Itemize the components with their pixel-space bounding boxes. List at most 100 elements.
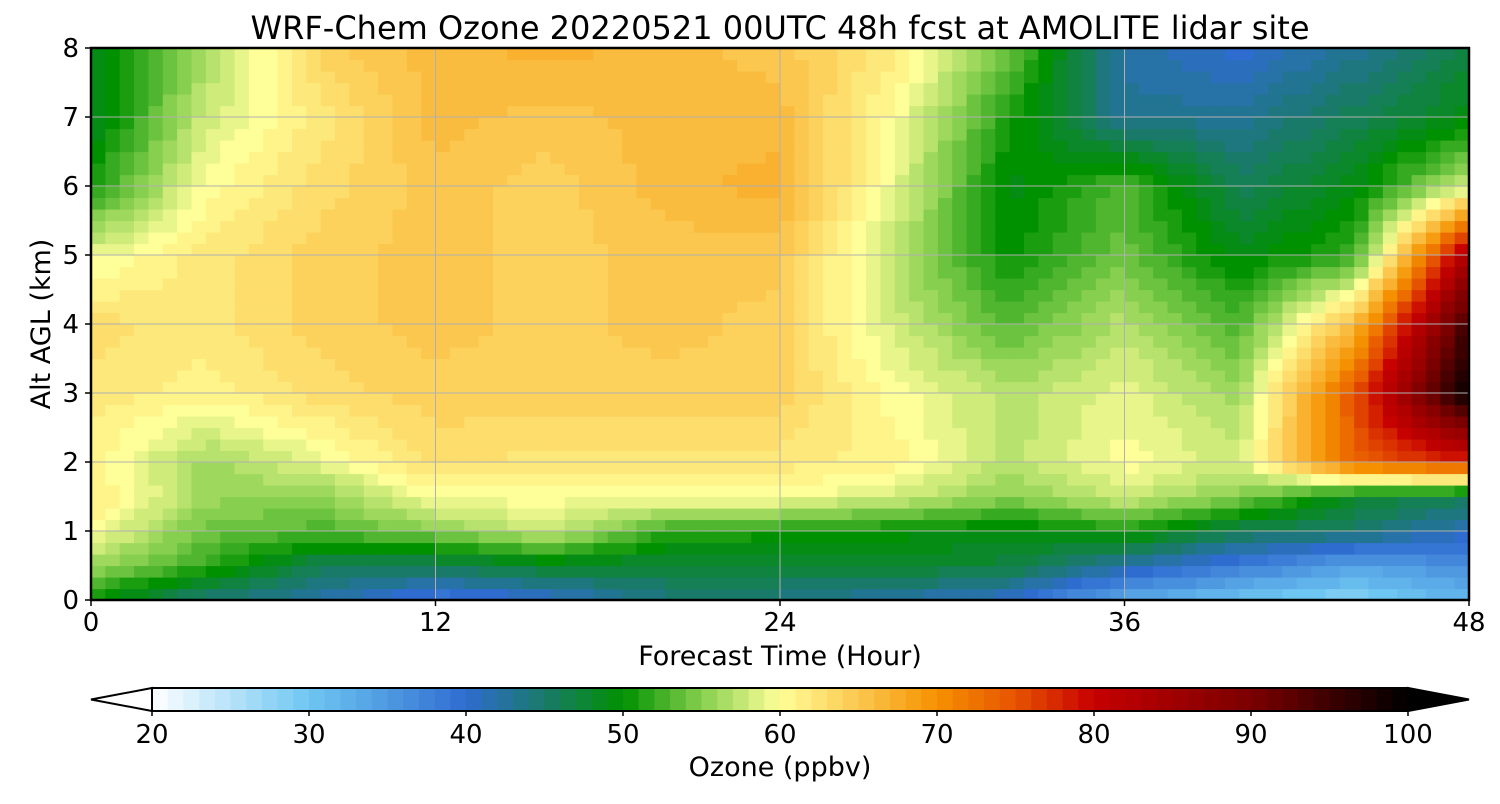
heatmap-cell [291,140,307,153]
heatmap-cell [1210,48,1226,61]
heatmap-cell [593,370,609,383]
heatmap-cell [1239,140,1255,153]
heatmap-cell [1325,393,1341,406]
heatmap-cell [1038,519,1054,532]
heatmap-cell [564,393,580,406]
heatmap-cell [751,577,767,590]
heatmap-cell [952,577,968,590]
heatmap-cell [1325,588,1341,600]
heatmap-cell [679,105,695,118]
heatmap-cell [1253,565,1269,578]
heatmap-cell [1110,496,1126,509]
heatmap-cell [1095,496,1111,509]
heatmap-cell [607,370,623,383]
heatmap-cell [736,209,752,222]
heatmap-cell [1067,197,1083,210]
heatmap-cell [421,565,437,578]
heatmap-cell [808,278,824,291]
heatmap-cell [1196,59,1212,72]
heatmap-cell [995,370,1011,383]
heatmap-cell [1368,508,1384,521]
colorbar-segment [685,688,703,711]
heatmap-cell [177,404,193,417]
heatmap-cell [1325,301,1341,314]
heatmap-cell [248,485,264,498]
heatmap-cell [148,450,164,463]
heatmap-cell [593,117,609,130]
heatmap-cell [736,232,752,245]
heatmap-cell [966,588,982,600]
heatmap-cell [679,427,695,440]
heatmap-cell [421,140,437,153]
heatmap-cell [1268,140,1283,153]
heatmap-cell [1454,209,1469,222]
heatmap-cell [1167,542,1183,555]
heatmap-cell [1239,347,1255,360]
heatmap-cell [579,48,594,61]
heatmap-cell [636,174,652,187]
heatmap-cell [894,140,910,153]
x-tick-label: 36 [1108,608,1141,638]
heatmap-cell [780,140,795,153]
heatmap-cell [1253,163,1269,176]
heatmap-cell [736,542,752,555]
heatmap-cell [1038,531,1054,544]
heatmap-cell [550,232,566,245]
heatmap-cell [837,462,853,475]
heatmap-cell [478,117,494,130]
heatmap-cell [823,393,839,406]
heatmap-cell [808,71,824,84]
heatmap-cell [1282,82,1298,95]
heatmap-cell [564,496,580,509]
heatmap-cell [320,197,336,210]
heatmap-cell [679,255,695,268]
heatmap-cell [808,312,824,325]
heatmap-cell [1325,519,1341,532]
heatmap-cell [1397,94,1413,107]
heatmap-cell [406,232,422,245]
heatmap-cell [866,324,882,337]
heatmap-cell [622,186,638,199]
heatmap-cell [1325,289,1341,302]
heatmap-cell [464,312,480,325]
heatmap-cell [966,554,982,567]
heatmap-cell [234,151,250,164]
heatmap-cell [1239,358,1255,371]
heatmap-cell [937,82,953,95]
heatmap-cell [1440,450,1456,463]
heatmap-cell [693,439,709,452]
heatmap-cell [837,151,853,164]
heatmap-cell [851,531,867,544]
heatmap-cell [980,404,996,417]
heatmap-cell [650,186,666,199]
heatmap-cell [1124,94,1140,107]
heatmap-cell [851,140,867,153]
heatmap-cell [1282,462,1298,475]
heatmap-cell [622,220,638,233]
heatmap-cell [736,243,752,256]
heatmap-cell [521,289,537,302]
heatmap-cell [320,542,336,555]
heatmap-cell [894,324,910,337]
heatmap-cell [1124,209,1140,222]
heatmap-cell [478,312,494,325]
heatmap-cell [478,94,494,107]
heatmap-cell [550,577,566,590]
heatmap-cell [708,531,724,544]
heatmap-cell [894,462,910,475]
heatmap-cell [1354,335,1370,348]
heatmap-cell [392,542,408,555]
heatmap-cell [1440,485,1456,498]
heatmap-cell [1282,393,1298,406]
heatmap-cell [177,565,193,578]
heatmap-cell [1167,335,1183,348]
heatmap-cell [507,220,523,233]
heatmap-cell [937,163,953,176]
heatmap-cell [650,473,666,486]
heatmap-cell [1167,427,1183,440]
heatmap-cell [751,94,767,107]
heatmap-cell [392,186,408,199]
heatmap-cell [234,232,250,245]
heatmap-cell [550,565,566,578]
heatmap-cell [535,508,551,521]
